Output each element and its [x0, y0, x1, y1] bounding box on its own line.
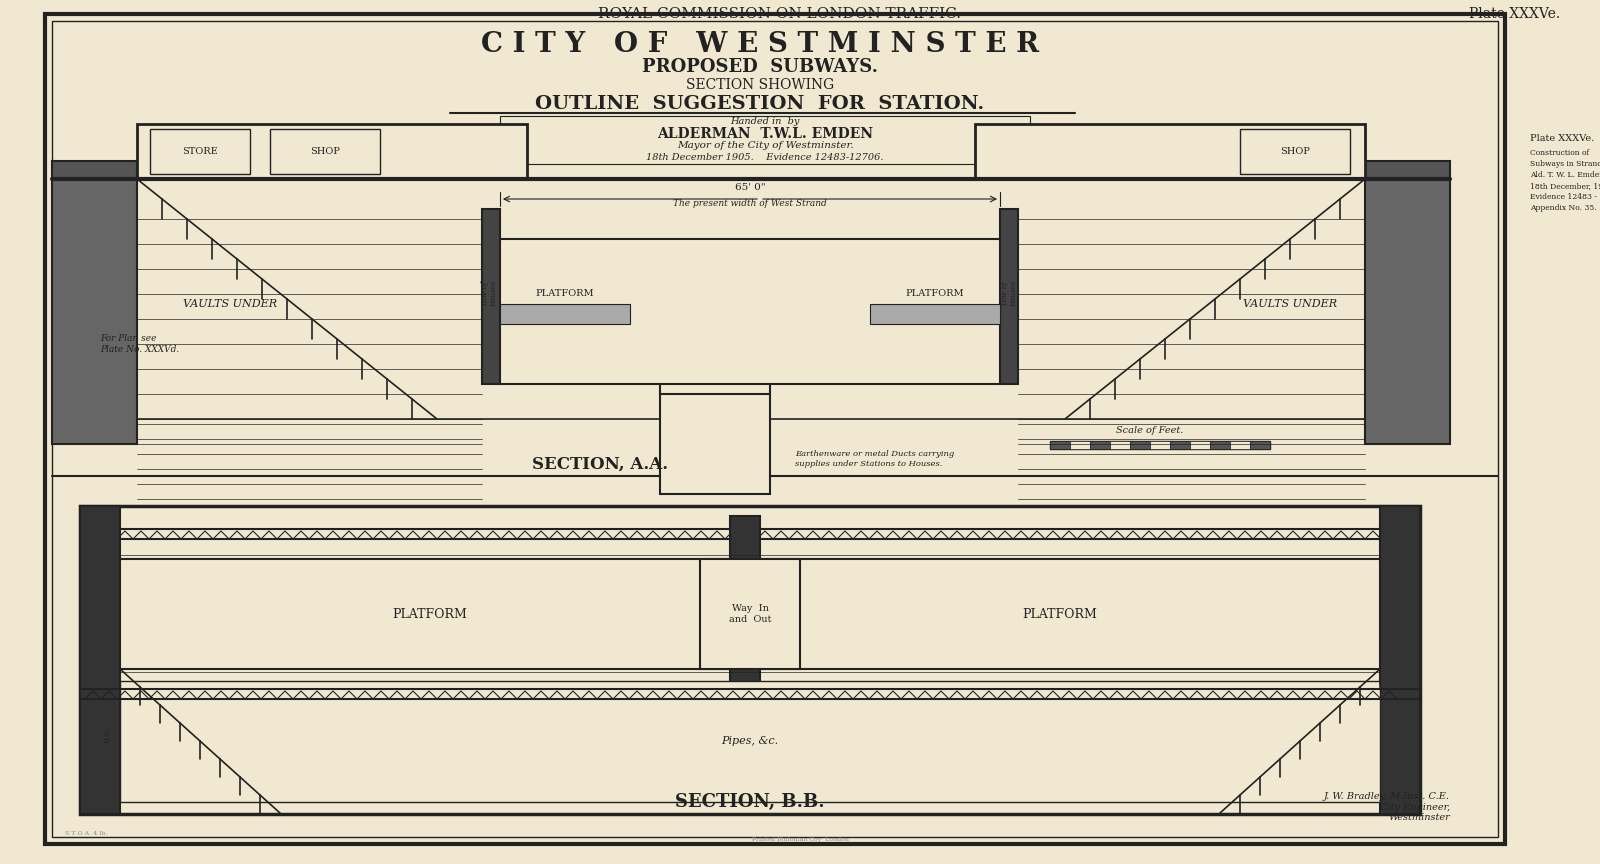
Bar — [51, 179, 138, 444]
Text: Line of
Houses: Line of Houses — [482, 281, 499, 307]
Text: Scale of Feet.: Scale of Feet. — [1117, 426, 1184, 435]
Bar — [1110, 441, 1130, 449]
Text: Mayor of the City of Westminster.: Mayor of the City of Westminster. — [677, 142, 853, 150]
Bar — [1250, 441, 1270, 449]
Bar — [138, 124, 526, 179]
Bar — [870, 304, 1000, 324]
Bar — [1000, 209, 1018, 384]
Text: The present width of West Strand: The present width of West Strand — [674, 199, 827, 208]
Bar — [974, 124, 1365, 179]
Text: Way  In
and  Out: Way In and Out — [728, 604, 771, 624]
Bar — [1210, 441, 1230, 449]
Bar — [120, 559, 1379, 669]
Text: 18th December 1905.    Evidence 12483-12706.: 18th December 1905. Evidence 12483-12706… — [646, 153, 883, 162]
Bar — [1150, 441, 1170, 449]
Text: Plate XXXVe.: Plate XXXVe. — [1530, 134, 1594, 143]
Bar — [80, 506, 1421, 814]
FancyBboxPatch shape — [653, 276, 742, 387]
Bar — [661, 394, 770, 494]
Bar — [150, 129, 250, 174]
Text: VAULTS UNDER: VAULTS UNDER — [1243, 299, 1338, 309]
Text: PLATFORM: PLATFORM — [906, 289, 965, 298]
Text: Plate XXXVe.: Plate XXXVe. — [1469, 7, 1560, 21]
Bar — [482, 209, 499, 384]
Text: Earthenware or metal Ducts carrying
supplies under Stations to Houses.: Earthenware or metal Ducts carrying supp… — [795, 450, 954, 467]
Text: Handed in  by: Handed in by — [730, 118, 800, 126]
Bar — [730, 516, 760, 799]
Text: PROPOSED  SUBWAYS.: PROPOSED SUBWAYS. — [642, 58, 878, 76]
Bar — [1240, 129, 1350, 174]
Bar — [1365, 179, 1450, 444]
Text: Printed Blutonian Coy  London: Printed Blutonian Coy London — [752, 837, 848, 842]
Text: S T O A  4 lb.: S T O A 4 lb. — [66, 831, 107, 836]
Bar — [499, 304, 630, 324]
Bar — [1379, 506, 1421, 814]
Bar — [1050, 441, 1070, 449]
Text: STORE: STORE — [182, 147, 218, 156]
Text: 65' 0": 65' 0" — [734, 183, 765, 192]
Text: ROYAL COMMISSION ON LONDON TRAFFIC.: ROYAL COMMISSION ON LONDON TRAFFIC. — [598, 7, 962, 21]
Text: SECTION, A.A.: SECTION, A.A. — [531, 455, 669, 473]
Text: Pipes, &c.: Pipes, &c. — [722, 736, 779, 746]
Text: Line of
Houses: Line of Houses — [1002, 281, 1019, 307]
Bar — [1365, 161, 1450, 179]
Bar — [120, 681, 1379, 802]
Bar — [80, 506, 120, 814]
Bar — [499, 239, 1000, 384]
Text: VAULTS UNDER: VAULTS UNDER — [182, 299, 277, 309]
Text: PLATFORM: PLATFORM — [392, 607, 467, 620]
Text: PLATFORM: PLATFORM — [536, 289, 594, 298]
Bar — [701, 559, 800, 669]
Bar — [1130, 441, 1150, 449]
Text: OUTLINE  SUGGESTION  FOR  STATION.: OUTLINE SUGGESTION FOR STATION. — [536, 95, 984, 113]
Bar — [1050, 441, 1270, 449]
FancyBboxPatch shape — [747, 276, 838, 387]
Text: SHOP: SHOP — [310, 147, 339, 156]
Text: SHOP: SHOP — [1280, 147, 1310, 156]
Bar — [499, 116, 1030, 164]
Text: For Plan see
Plate No. XXXVd.: For Plan see Plate No. XXXVd. — [99, 334, 179, 353]
Text: C I T Y   O F   W E S T M I N S T E R: C I T Y O F W E S T M I N S T E R — [482, 30, 1038, 58]
Bar — [1090, 441, 1110, 449]
Bar — [1190, 441, 1210, 449]
Text: H.O.: H.O. — [104, 727, 112, 743]
Text: PLATFORM: PLATFORM — [1022, 607, 1098, 620]
Text: J. W. Bradley, M.Inst. C.E.
City Engineer,
Westminster: J. W. Bradley, M.Inst. C.E. City Enginee… — [1325, 792, 1450, 822]
Bar — [270, 129, 381, 174]
Bar — [1230, 441, 1250, 449]
Bar — [1170, 441, 1190, 449]
Text: Construction of
Subways in Strand.
Ald. T. W. L. Emden.
18th December, 1905.
Evi: Construction of Subways in Strand. Ald. … — [1530, 149, 1600, 212]
Bar — [51, 161, 138, 179]
Text: SECTION SHOWING: SECTION SHOWING — [686, 78, 834, 92]
Text: SECTION, B.B.: SECTION, B.B. — [675, 793, 826, 811]
Bar — [1070, 441, 1090, 449]
Text: ALDERMAN  T.W.L. EMDEN: ALDERMAN T.W.L. EMDEN — [658, 127, 874, 141]
